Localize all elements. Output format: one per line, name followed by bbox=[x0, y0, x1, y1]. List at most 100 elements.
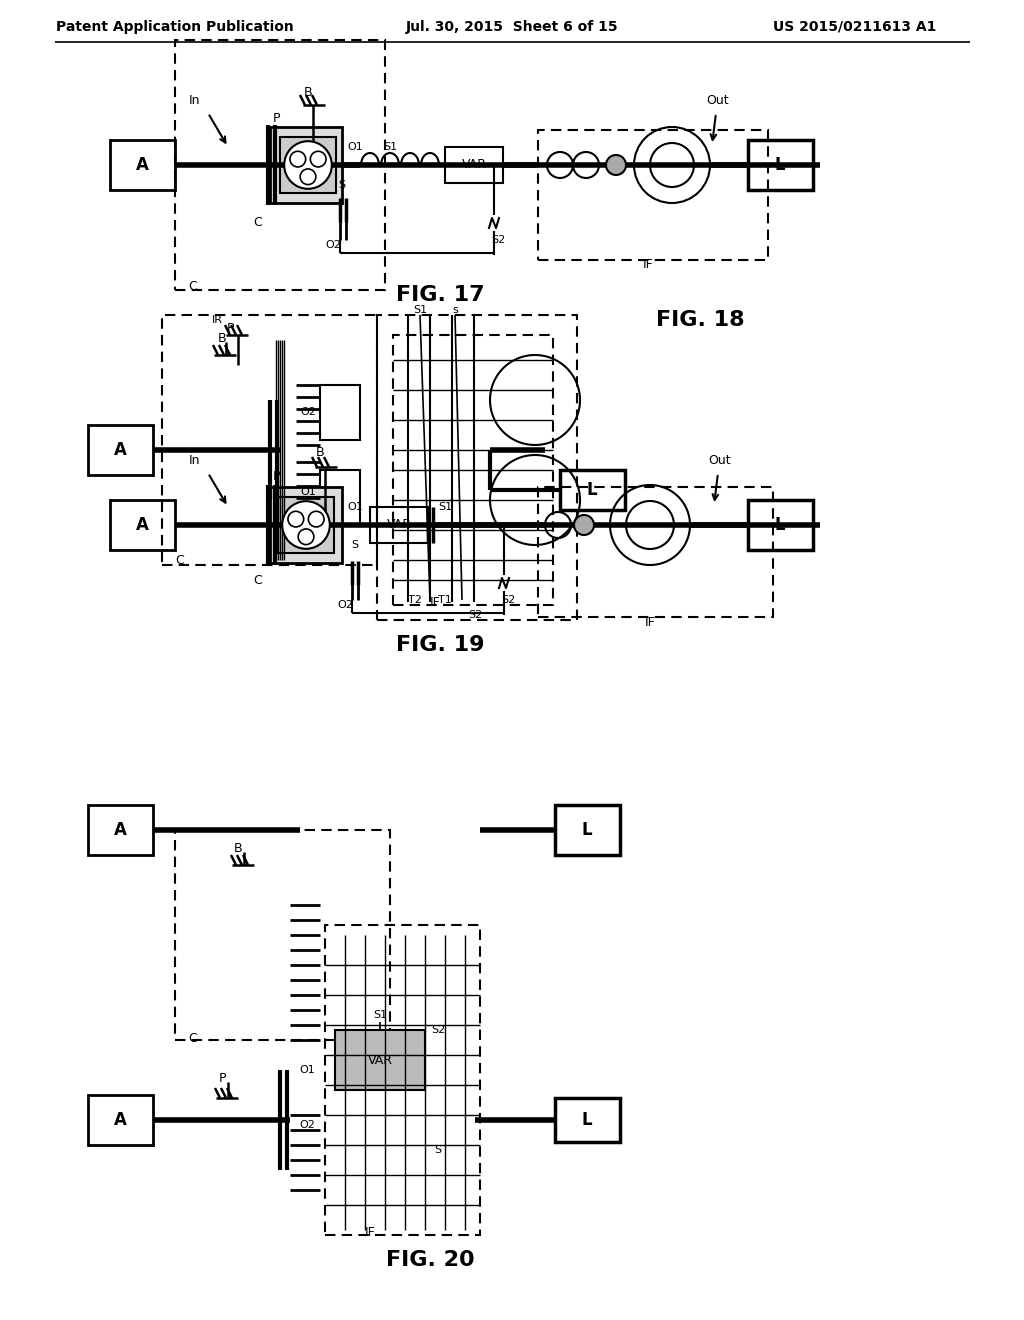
Bar bbox=[538, 487, 773, 616]
Text: O1: O1 bbox=[300, 487, 315, 498]
Bar bbox=[748, 500, 813, 550]
Bar bbox=[377, 315, 577, 620]
Bar bbox=[560, 470, 625, 510]
Text: P: P bbox=[272, 470, 280, 483]
Text: C: C bbox=[254, 573, 262, 586]
Bar bbox=[325, 925, 480, 1236]
Text: IR: IR bbox=[212, 315, 222, 325]
Text: O1: O1 bbox=[299, 1065, 314, 1074]
Text: VAR: VAR bbox=[368, 1053, 392, 1067]
Text: A: A bbox=[135, 156, 148, 174]
Text: P: P bbox=[218, 1072, 225, 1085]
Bar bbox=[555, 1098, 620, 1142]
Bar bbox=[88, 805, 153, 855]
Text: A: A bbox=[114, 1111, 126, 1129]
Text: L: L bbox=[587, 480, 597, 499]
Text: Out: Out bbox=[709, 454, 731, 466]
Text: US 2015/0211613 A1: US 2015/0211613 A1 bbox=[773, 20, 937, 34]
Text: O2: O2 bbox=[300, 407, 316, 417]
Bar bbox=[175, 830, 390, 1040]
Bar bbox=[335, 1030, 425, 1090]
Text: P: P bbox=[272, 112, 280, 125]
Text: FIG. 20: FIG. 20 bbox=[386, 1250, 474, 1270]
Text: L: L bbox=[582, 1111, 592, 1129]
Circle shape bbox=[300, 169, 315, 185]
Circle shape bbox=[574, 515, 594, 535]
Circle shape bbox=[288, 511, 304, 527]
Bar bbox=[162, 315, 377, 565]
Bar bbox=[270, 487, 342, 564]
Bar bbox=[748, 140, 813, 190]
Text: In: In bbox=[189, 94, 201, 107]
Text: C: C bbox=[254, 216, 262, 230]
Text: A: A bbox=[114, 821, 126, 840]
Circle shape bbox=[283, 502, 330, 549]
Bar bbox=[538, 129, 768, 260]
Bar bbox=[88, 425, 153, 475]
Text: IF: IF bbox=[430, 597, 440, 610]
Text: VAR: VAR bbox=[386, 519, 412, 532]
Text: A: A bbox=[135, 516, 148, 535]
Bar bbox=[175, 40, 385, 290]
Text: B: B bbox=[315, 446, 325, 458]
Text: T2: T2 bbox=[408, 595, 422, 605]
Text: S: S bbox=[351, 540, 358, 550]
Text: S1: S1 bbox=[413, 305, 427, 315]
Text: S2: S2 bbox=[431, 1026, 445, 1035]
Bar bbox=[393, 335, 553, 605]
Text: S: S bbox=[434, 1144, 441, 1155]
Text: L: L bbox=[775, 156, 785, 174]
Circle shape bbox=[310, 152, 326, 166]
Text: L: L bbox=[582, 821, 592, 840]
Text: S2: S2 bbox=[501, 595, 515, 605]
Text: S: S bbox=[339, 180, 345, 190]
Text: FIG. 17: FIG. 17 bbox=[395, 285, 484, 305]
Bar bbox=[319, 470, 360, 525]
Circle shape bbox=[308, 511, 324, 527]
Bar bbox=[319, 385, 360, 440]
Text: Out: Out bbox=[707, 94, 729, 107]
Text: O1: O1 bbox=[347, 143, 362, 152]
Bar bbox=[370, 507, 428, 543]
Text: IF: IF bbox=[645, 615, 655, 628]
Text: s: s bbox=[453, 305, 458, 315]
Circle shape bbox=[290, 152, 305, 166]
Text: In: In bbox=[189, 454, 201, 466]
Bar bbox=[278, 498, 334, 553]
Bar bbox=[110, 140, 175, 190]
Text: FIG. 19: FIG. 19 bbox=[395, 635, 484, 655]
Bar bbox=[445, 147, 503, 183]
Text: B: B bbox=[304, 86, 312, 99]
Text: O2: O2 bbox=[337, 601, 353, 610]
Text: L: L bbox=[775, 516, 785, 535]
Text: FIG. 18: FIG. 18 bbox=[655, 310, 744, 330]
Circle shape bbox=[285, 141, 332, 189]
Text: S1: S1 bbox=[438, 502, 452, 512]
Text: IF: IF bbox=[643, 259, 653, 272]
Text: O2: O2 bbox=[299, 1119, 315, 1130]
Circle shape bbox=[298, 529, 313, 545]
Text: S2: S2 bbox=[468, 610, 482, 620]
Text: O1: O1 bbox=[347, 502, 362, 512]
Text: A: A bbox=[114, 441, 126, 459]
Text: O2: O2 bbox=[325, 240, 341, 249]
Bar bbox=[555, 805, 620, 855]
Text: VAR: VAR bbox=[462, 158, 486, 172]
Text: C: C bbox=[188, 1031, 197, 1044]
Text: P: P bbox=[226, 322, 233, 334]
Text: C: C bbox=[175, 553, 183, 566]
Text: S2: S2 bbox=[490, 235, 505, 246]
Text: B: B bbox=[218, 331, 226, 345]
Circle shape bbox=[606, 154, 626, 176]
Text: S1: S1 bbox=[383, 143, 397, 152]
Text: C: C bbox=[188, 281, 197, 293]
Text: S1: S1 bbox=[373, 1010, 387, 1020]
Text: Patent Application Publication: Patent Application Publication bbox=[56, 20, 294, 34]
Bar bbox=[270, 127, 342, 203]
Bar bbox=[280, 137, 336, 193]
Text: IF: IF bbox=[365, 1226, 376, 1239]
Text: T1: T1 bbox=[438, 595, 452, 605]
Text: B: B bbox=[233, 842, 243, 854]
Bar bbox=[110, 500, 175, 550]
Bar bbox=[88, 1096, 153, 1144]
